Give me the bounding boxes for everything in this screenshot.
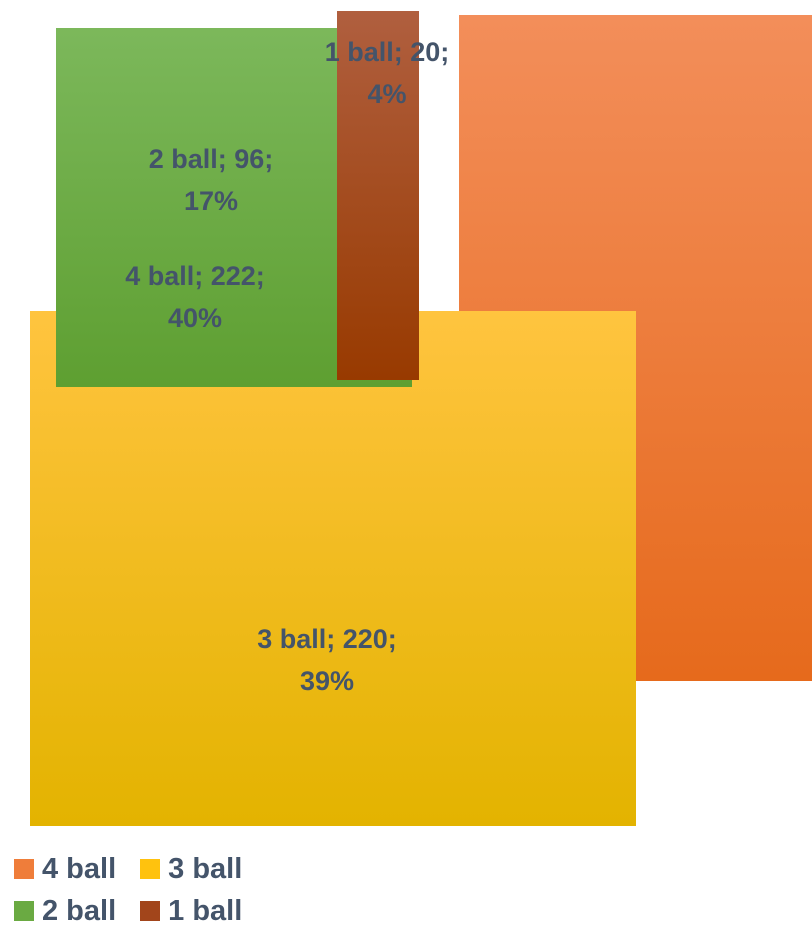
legend-swatch-1-ball: [140, 901, 161, 921]
legend-label-2-ball: 2 ball: [42, 894, 117, 927]
chart-legend: 4 ball 3 ball 2 ball 1 ball: [14, 848, 434, 932]
data-label-line: 3 ball; 220;: [257, 624, 397, 654]
legend-item-3-ball: 3 ball: [140, 853, 242, 886]
data-label-2-ball: 2 ball; 96; 17%: [149, 144, 274, 216]
tile-1-ball: [337, 11, 419, 380]
treemap-data-labels: 4 ball; 222; 40% 3 ball; 220; 39% 2 ball; 96…: [125, 37, 449, 696]
tile-3-ball: [30, 311, 636, 826]
data-label-3-ball: 3 ball; 220; 39%: [257, 624, 397, 696]
data-label-line: 1 ball; 20;: [325, 37, 450, 67]
legend-label-3-ball: 3 ball: [168, 852, 243, 885]
legend-swatch-2-ball: [14, 901, 34, 921]
legend-row: 4 ball 3 ball: [14, 848, 434, 890]
legend-item-2-ball: 2 ball: [14, 895, 116, 928]
legend-swatch-3-ball: [140, 859, 161, 879]
data-label-line: 17%: [184, 186, 238, 216]
legend-label-4-ball: 4 ball: [42, 852, 117, 885]
legend-row: 2 ball 1 ball: [14, 890, 434, 932]
legend-item-4-ball: 4 ball: [14, 853, 116, 886]
data-label-line: 2 ball; 96;: [149, 144, 274, 174]
treemap-tiles: [30, 11, 812, 826]
data-label-line: 4%: [367, 79, 406, 109]
data-label-4-ball: 4 ball; 222; 40%: [125, 261, 265, 333]
legend-item-1-ball: 1 ball: [140, 895, 242, 928]
legend-swatch-4-ball: [14, 859, 34, 879]
data-label-line: 39%: [300, 666, 354, 696]
data-label-line: 40%: [168, 303, 222, 333]
data-label-line: 4 ball; 222;: [125, 261, 265, 291]
legend-label-1-ball: 1 ball: [168, 894, 243, 927]
data-label-1-ball: 1 ball; 20; 4%: [325, 37, 450, 109]
